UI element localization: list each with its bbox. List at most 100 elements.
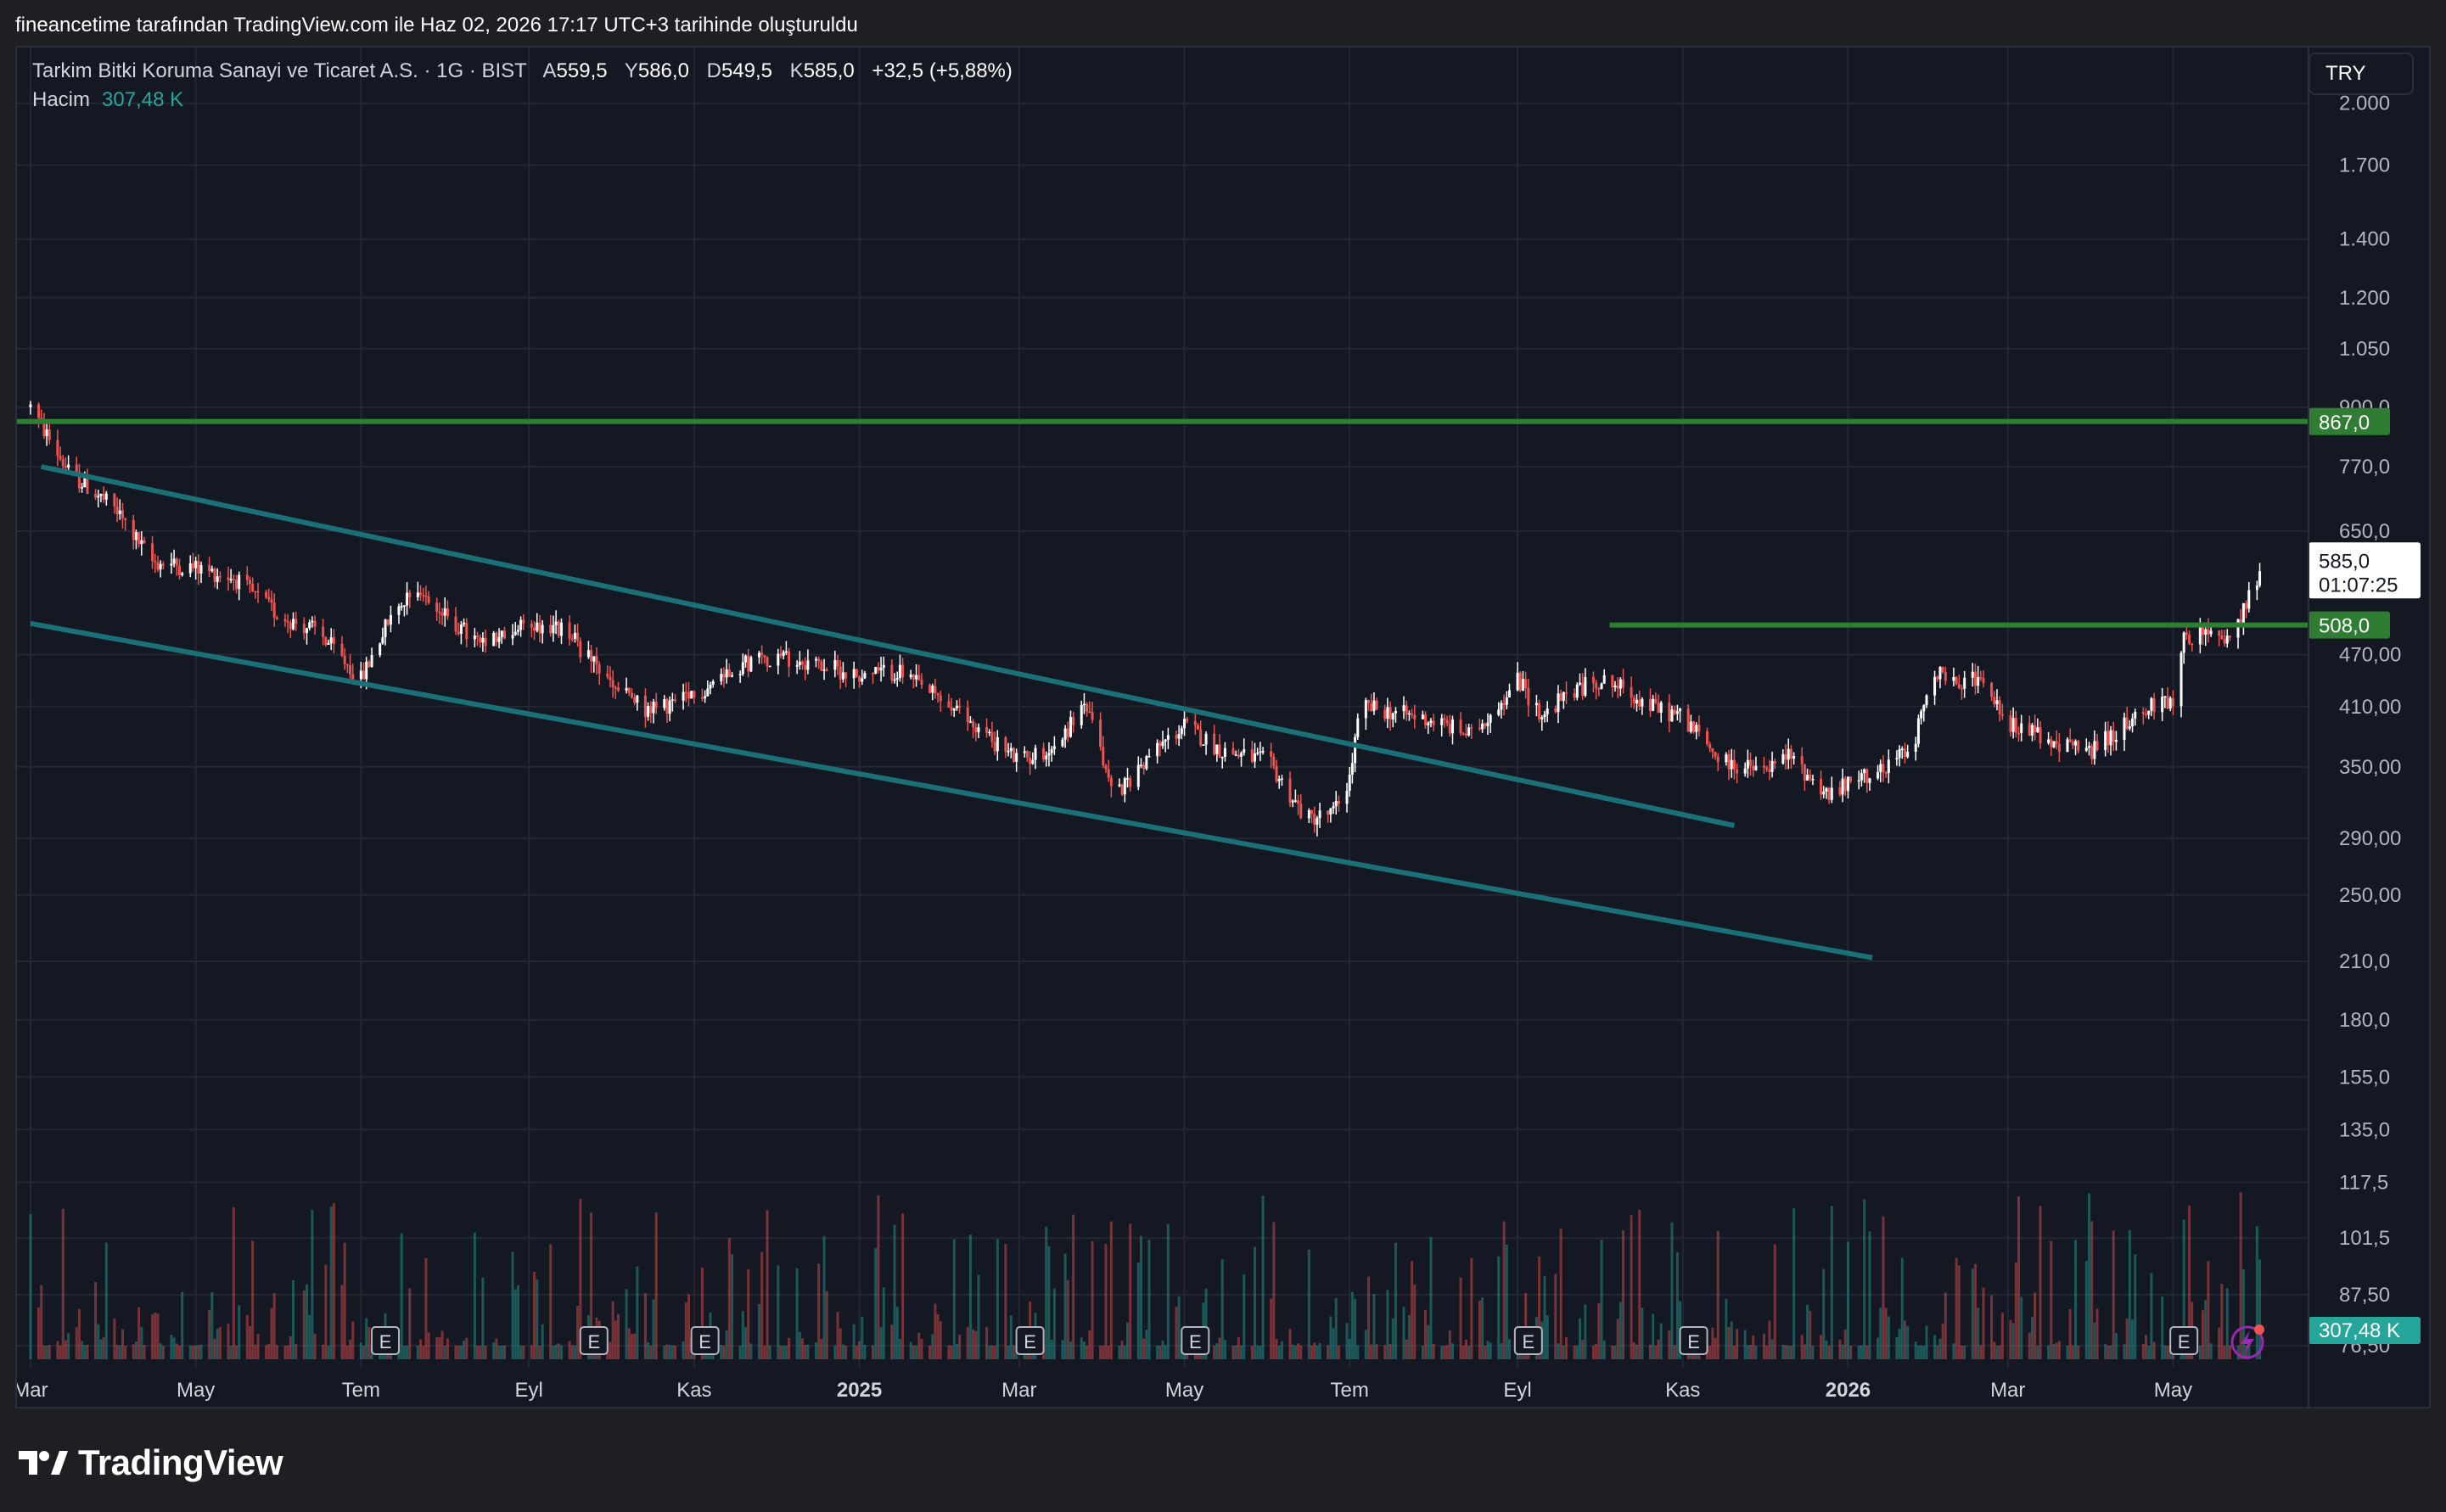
candle-body bbox=[597, 664, 601, 674]
candle-body bbox=[2180, 652, 2183, 707]
volume-bar bbox=[1591, 1345, 1595, 1359]
last-price-label: 585,0 bbox=[2319, 550, 2370, 573]
candle-body bbox=[1538, 703, 1541, 720]
volume-bar bbox=[1632, 1342, 1635, 1359]
volume-bar bbox=[1595, 1343, 1598, 1359]
volume-bar bbox=[1827, 1345, 1831, 1359]
candle-body bbox=[985, 727, 989, 733]
volume-bar bbox=[1047, 1246, 1051, 1359]
volume-bar bbox=[955, 1344, 958, 1359]
volume-bar bbox=[362, 1345, 366, 1359]
candle-body bbox=[1316, 818, 1319, 826]
volume-bar bbox=[590, 1212, 593, 1359]
candle-body bbox=[324, 636, 328, 645]
volume-bar bbox=[1641, 1308, 1644, 1359]
chart-frame[interactable]: 2.000 1.700 1.400 1.200 1.050 900,0 770,0 650,0… bbox=[15, 46, 2431, 1408]
volume-bar bbox=[1860, 1345, 1863, 1359]
candle-body bbox=[833, 660, 837, 670]
x-tick-label: Kas bbox=[676, 1379, 711, 1402]
candle-body bbox=[1183, 719, 1187, 729]
volume-bar bbox=[199, 1344, 203, 1359]
tradingview-brand[interactable]: TradingView bbox=[19, 1442, 283, 1483]
candle-body bbox=[2068, 739, 2072, 742]
volume-bar bbox=[1370, 1344, 1373, 1359]
volume-bar bbox=[143, 1345, 146, 1359]
candle-body bbox=[191, 563, 194, 568]
candle-body bbox=[313, 620, 317, 627]
volume-bar bbox=[1611, 1345, 1614, 1359]
volume-bar bbox=[1675, 1252, 1679, 1359]
candle-body bbox=[424, 595, 428, 597]
candle-body bbox=[75, 464, 78, 472]
volume-bar bbox=[2009, 1319, 2012, 1359]
candle-body bbox=[118, 510, 121, 514]
volume-bar bbox=[2141, 1343, 2145, 1359]
volume-bar bbox=[958, 1334, 962, 1359]
candle-body bbox=[1900, 748, 1904, 751]
volume-bar bbox=[1383, 1345, 1387, 1359]
candle-body bbox=[693, 691, 696, 698]
candle-body bbox=[1705, 731, 1708, 745]
volume-bar bbox=[972, 1329, 975, 1359]
volume-bar bbox=[820, 1339, 823, 1359]
candle-body bbox=[920, 680, 923, 686]
candle-body bbox=[67, 464, 70, 468]
candle-body bbox=[1898, 748, 1901, 759]
candle-body bbox=[2188, 635, 2191, 644]
volume-bar bbox=[1066, 1280, 1069, 1359]
candle-body bbox=[1061, 739, 1064, 747]
y-tick-label: 101,5 bbox=[2339, 1227, 2390, 1250]
candle-body bbox=[895, 678, 899, 680]
volume-bar bbox=[172, 1337, 176, 1359]
candle-body bbox=[81, 487, 84, 489]
volume-bar bbox=[56, 1341, 59, 1359]
candle-body bbox=[788, 651, 791, 667]
volume-bar bbox=[1746, 1345, 1749, 1359]
candle-body bbox=[473, 635, 476, 640]
candle-body bbox=[841, 672, 844, 680]
volume-bar bbox=[154, 1313, 157, 1359]
candle-body bbox=[968, 721, 972, 723]
currency-button[interactable]: TRY bbox=[2309, 53, 2414, 95]
earnings-marker-label: E bbox=[2178, 1331, 2191, 1352]
candle-body bbox=[227, 577, 230, 580]
volume-bar bbox=[283, 1345, 287, 1359]
symbol-line[interactable]: Tarkim Bitki Koruma Sanayi ve Ticaret A.… bbox=[32, 59, 527, 82]
volume-bar bbox=[2204, 1300, 2208, 1359]
candle-body bbox=[1534, 703, 1538, 706]
volume-bar bbox=[993, 1345, 996, 1359]
price-chart[interactable]: 2.0001.7001.4001.2001.050900,0770,0650,0… bbox=[17, 48, 2431, 1408]
candle-body bbox=[422, 595, 425, 596]
candle-body bbox=[1727, 754, 1731, 770]
volume-bar bbox=[909, 1341, 912, 1359]
candle-body bbox=[1204, 733, 1208, 745]
earnings-marker-label: E bbox=[1523, 1331, 1535, 1352]
candle-body bbox=[1293, 800, 1297, 802]
candle-body bbox=[245, 574, 249, 580]
candle-body bbox=[2131, 718, 2135, 727]
volume-bar bbox=[210, 1291, 214, 1359]
candle-body bbox=[1554, 708, 1557, 713]
volume-bar bbox=[1716, 1230, 1719, 1359]
volume-bar bbox=[668, 1344, 671, 1359]
volume-bar bbox=[725, 1330, 728, 1359]
volume-bar bbox=[768, 1345, 771, 1359]
candle-body bbox=[61, 459, 65, 467]
volume-bar bbox=[516, 1285, 519, 1359]
candle-body bbox=[1936, 676, 1939, 680]
lightning-icon[interactable] bbox=[2230, 1325, 2264, 1359]
volume-bar bbox=[1673, 1345, 1676, 1359]
volume-bar bbox=[75, 1327, 78, 1359]
volume-bar bbox=[1714, 1337, 1717, 1359]
volume-bar bbox=[2128, 1229, 2131, 1359]
volume-bar bbox=[349, 1339, 352, 1359]
earnings-marker-label: E bbox=[1189, 1331, 1202, 1352]
y-tick-label: 470,00 bbox=[2339, 644, 2401, 667]
volume-label[interactable]: Hacim bbox=[32, 88, 91, 111]
candle-body bbox=[1736, 769, 1739, 774]
candle-body bbox=[459, 624, 463, 635]
volume-bar bbox=[1879, 1308, 1882, 1359]
volume-bar bbox=[670, 1345, 674, 1359]
candle-body bbox=[1223, 748, 1226, 758]
volume-bar bbox=[2228, 1345, 2231, 1359]
